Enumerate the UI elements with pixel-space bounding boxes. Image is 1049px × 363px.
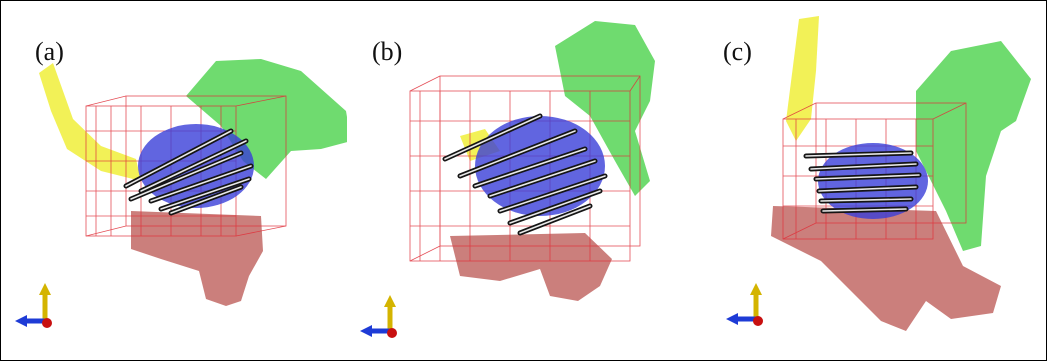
green-organ — [916, 41, 1031, 251]
needles — [123, 128, 254, 216]
needles — [803, 150, 922, 214]
axis-triad — [15, 283, 52, 328]
panel-c: (c) — [701, 1, 1047, 360]
panel-a-render — [15, 59, 347, 328]
panel-b-render — [360, 21, 655, 338]
red-organ — [131, 211, 263, 306]
panel-a: (a) — [1, 1, 347, 360]
panel-a-label: (a) — [35, 37, 64, 66]
panel-c-label: (c) — [723, 37, 752, 66]
green-organ — [186, 59, 347, 179]
yellow-structure — [39, 63, 141, 181]
axis-triad — [360, 295, 397, 338]
panel-b: (b) — [350, 1, 696, 360]
panel-c-render — [726, 16, 1031, 331]
yellow-structure — [786, 16, 819, 141]
red-organ — [450, 233, 612, 301]
red-organ — [771, 206, 1001, 331]
needles — [442, 113, 608, 236]
panel-b-label: (b) — [372, 37, 403, 66]
axis-triad — [726, 283, 763, 326]
